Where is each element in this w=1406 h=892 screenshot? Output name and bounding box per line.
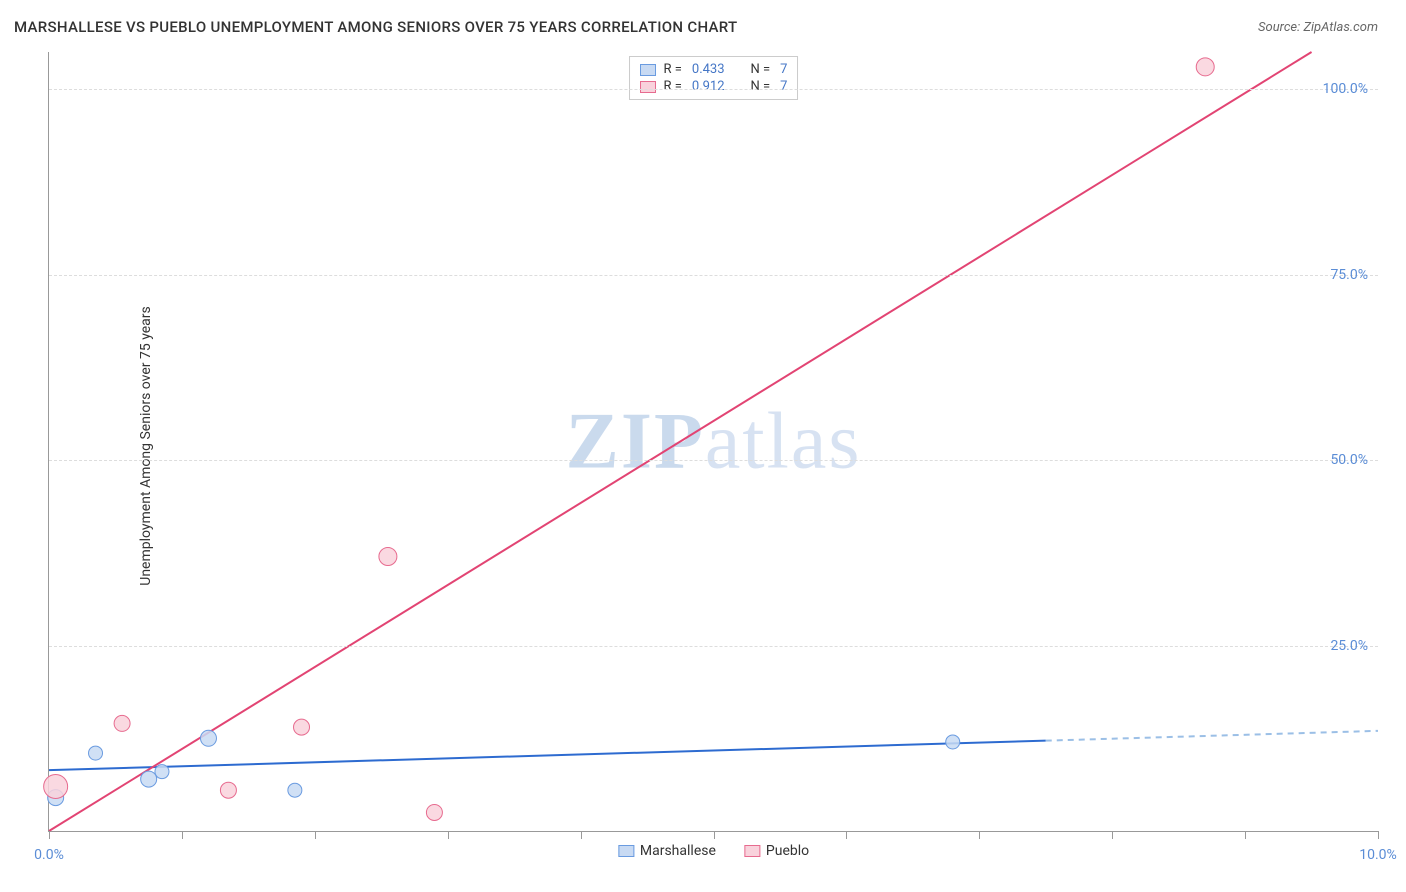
legend-label: Marshallese (640, 843, 716, 859)
legend-label: Pueblo (766, 843, 809, 859)
x-tick-label: 10.0% (1359, 847, 1397, 863)
x-tick (49, 831, 50, 839)
chart-svg (49, 52, 1378, 831)
legend-swatch-marshallese (618, 845, 634, 857)
x-tick (1245, 831, 1246, 839)
grid-line (49, 275, 1378, 276)
source-name: ZipAtlas.com (1303, 20, 1378, 35)
legend-swatch-pueblo (744, 845, 760, 857)
x-tick (846, 831, 847, 839)
x-tick-label: 0.0% (34, 847, 64, 863)
plot-area: ZIPatlas R = 0.433 N = 7 R = 0.912 N = 7 (48, 52, 1378, 832)
y-tick-label: 75.0% (1330, 267, 1368, 283)
y-tick-label: 100.0% (1323, 81, 1368, 97)
legend-item-pueblo: Pueblo (744, 843, 809, 859)
source-attribution: Source: ZipAtlas.com (1258, 20, 1378, 35)
legend-item-marshallese: Marshallese (618, 843, 716, 859)
y-tick-label: 25.0% (1330, 638, 1368, 654)
source-label: Source: (1258, 20, 1300, 35)
x-tick (448, 831, 449, 839)
x-tick (714, 831, 715, 839)
x-tick (315, 831, 316, 839)
x-tick (1378, 831, 1379, 839)
grid-line (49, 89, 1378, 90)
x-tick (1112, 831, 1113, 839)
x-tick (979, 831, 980, 839)
x-tick (581, 831, 582, 839)
x-tick (182, 831, 183, 839)
series-legend: Marshallese Pueblo (618, 843, 809, 859)
grid-line (49, 460, 1378, 461)
chart-container: MARSHALLESE VS PUEBLO UNEMPLOYMENT AMONG… (0, 0, 1406, 892)
grid-line (49, 646, 1378, 647)
y-tick-label: 50.0% (1330, 452, 1368, 468)
chart-title: MARSHALLESE VS PUEBLO UNEMPLOYMENT AMONG… (14, 18, 737, 36)
